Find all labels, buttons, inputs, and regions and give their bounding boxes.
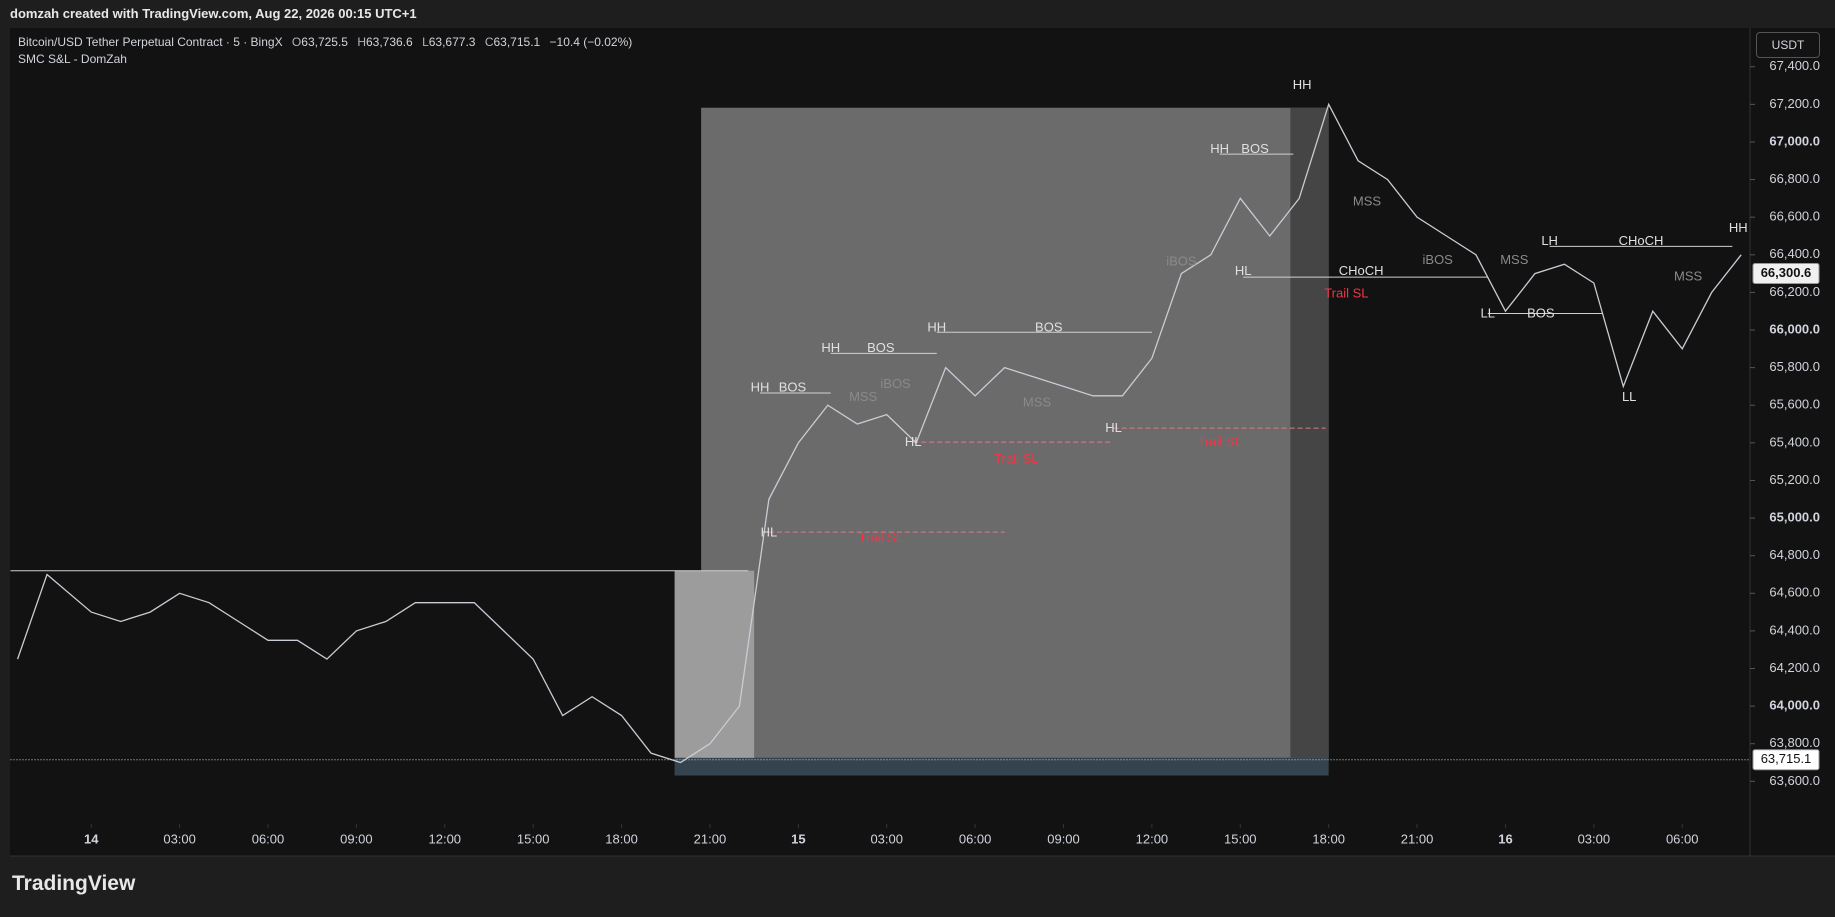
annotation: CHoCH xyxy=(1619,233,1664,248)
l-value: 63,677.3 xyxy=(428,35,476,49)
indicator[interactable]: SMC S&L - DomZah xyxy=(18,52,127,66)
y-tick-label: 64,600.0 xyxy=(1769,585,1820,600)
annotation: iBOS xyxy=(1423,252,1454,267)
annotation: MSS xyxy=(1500,252,1529,267)
position-zone xyxy=(701,107,1329,758)
y-tick-label: 63,600.0 xyxy=(1769,773,1820,788)
y-tick-label: 65,000.0 xyxy=(1769,510,1820,525)
annotation: CHoCH xyxy=(1339,263,1384,278)
price-axis xyxy=(1750,28,1835,856)
annotation: HL xyxy=(1105,420,1122,435)
legend: Bitcoin/USD Tether Perpetual Contract · … xyxy=(18,34,632,68)
y-tick-label: 64,000.0 xyxy=(1769,698,1820,713)
y-tick-label: 67,000.0 xyxy=(1769,133,1820,148)
o-label: O xyxy=(291,35,302,49)
price-mark-box xyxy=(1752,749,1820,771)
price-mark-label: 66,300.6 xyxy=(1761,265,1812,280)
y-tick-label: 65,400.0 xyxy=(1769,434,1820,449)
x-tick-label: 09:00 xyxy=(1047,831,1080,846)
o-value: 63,725.5 xyxy=(301,35,348,49)
annotation: HH xyxy=(751,380,770,395)
x-tick-label: 14 xyxy=(84,831,99,846)
y-tick-label: 65,800.0 xyxy=(1769,359,1820,374)
y-tick-label: 66,400.0 xyxy=(1769,246,1820,261)
y-tick-label: 64,800.0 xyxy=(1769,547,1820,562)
annotation: iBOS xyxy=(1166,254,1197,269)
logo[interactable]: TradingView xyxy=(12,872,136,895)
price-mark-box xyxy=(1752,262,1820,284)
x-tick-label: 03:00 xyxy=(163,831,196,846)
x-tick-label: 21:00 xyxy=(1401,831,1434,846)
annotation: Trail SL xyxy=(859,530,903,545)
price-line xyxy=(16,102,1742,764)
y-tick-label: 67,400.0 xyxy=(1769,58,1820,73)
header: domzah created with TradingView.com, Aug… xyxy=(10,6,417,21)
annotation: HL xyxy=(761,524,778,539)
x-tick-label: 06:00 xyxy=(252,831,285,846)
annotation: HH xyxy=(1293,77,1312,92)
annotation: LH xyxy=(1541,233,1558,248)
l-label: L xyxy=(422,35,429,49)
annotation: HH xyxy=(1210,141,1229,156)
annotation: Trail SL xyxy=(1198,434,1242,449)
position-zone xyxy=(1290,107,1329,758)
annotation: MSS xyxy=(849,389,878,404)
annotation: HH xyxy=(1729,220,1748,235)
annotation: Trail SL xyxy=(994,451,1038,466)
x-tick-label: 03:00 xyxy=(870,831,903,846)
y-tick-label: 63,800.0 xyxy=(1769,735,1820,750)
c-label: C xyxy=(484,35,494,49)
annotation: LL xyxy=(1622,389,1636,404)
price-mark-label: 63,715.1 xyxy=(1761,751,1812,766)
annotation: BOS xyxy=(1035,319,1063,334)
c-value: 63,715.1 xyxy=(493,35,541,49)
annotation: LL xyxy=(1481,305,1495,320)
annotation: BOS xyxy=(1527,305,1555,320)
annotation: MSS xyxy=(1023,395,1052,410)
x-tick-label: 12:00 xyxy=(1136,831,1169,846)
annotation: HL xyxy=(905,434,922,449)
symbol[interactable]: Bitcoin/USD Tether Perpetual Contract · … xyxy=(18,35,283,49)
currency-button[interactable]: USDT xyxy=(1756,32,1820,58)
x-tick-label: 06:00 xyxy=(1666,831,1699,846)
x-tick-label: 21:00 xyxy=(694,831,727,846)
x-tick-label: 12:00 xyxy=(429,831,462,846)
y-tick-label: 64,400.0 xyxy=(1769,622,1820,637)
x-tick-label: 16 xyxy=(1498,831,1512,846)
annotation: MSS xyxy=(1674,269,1703,284)
change: −10.4 (−0.02%) xyxy=(549,35,633,49)
annotation: iBOS xyxy=(880,376,911,391)
h-value: 63,736.6 xyxy=(366,35,413,49)
annotation: HH xyxy=(821,340,840,355)
y-tick-label: 66,200.0 xyxy=(1769,284,1820,299)
y-tick-label: 64,200.0 xyxy=(1769,660,1820,675)
x-tick-label: 15 xyxy=(791,831,805,846)
y-tick-label: 66,600.0 xyxy=(1769,209,1820,224)
h-label: H xyxy=(357,35,366,49)
position-zone xyxy=(674,757,1329,776)
annotation: BOS xyxy=(1241,141,1269,156)
x-tick-label: 18:00 xyxy=(1312,831,1345,846)
annotation: HL xyxy=(1235,263,1252,278)
position-zone xyxy=(674,570,755,758)
y-tick-label: 67,200.0 xyxy=(1769,96,1820,111)
x-tick-label: 06:00 xyxy=(959,831,992,846)
y-tick-label: 65,600.0 xyxy=(1769,397,1820,412)
x-tick-label: 09:00 xyxy=(340,831,373,846)
y-tick-label: 66,800.0 xyxy=(1769,171,1820,186)
x-tick-label: 15:00 xyxy=(517,831,550,846)
x-tick-label: 15:00 xyxy=(1224,831,1257,846)
annotation: BOS xyxy=(779,380,807,395)
y-tick-label: 65,200.0 xyxy=(1769,472,1820,487)
annotation: BOS xyxy=(867,340,895,355)
y-tick-label: 66,000.0 xyxy=(1769,321,1820,336)
x-tick-label: 03:00 xyxy=(1578,831,1611,846)
annotation: MSS xyxy=(1353,193,1382,208)
annotation: Trail SL xyxy=(1324,286,1368,301)
annotation: HH xyxy=(927,319,946,334)
x-tick-label: 18:00 xyxy=(605,831,638,846)
